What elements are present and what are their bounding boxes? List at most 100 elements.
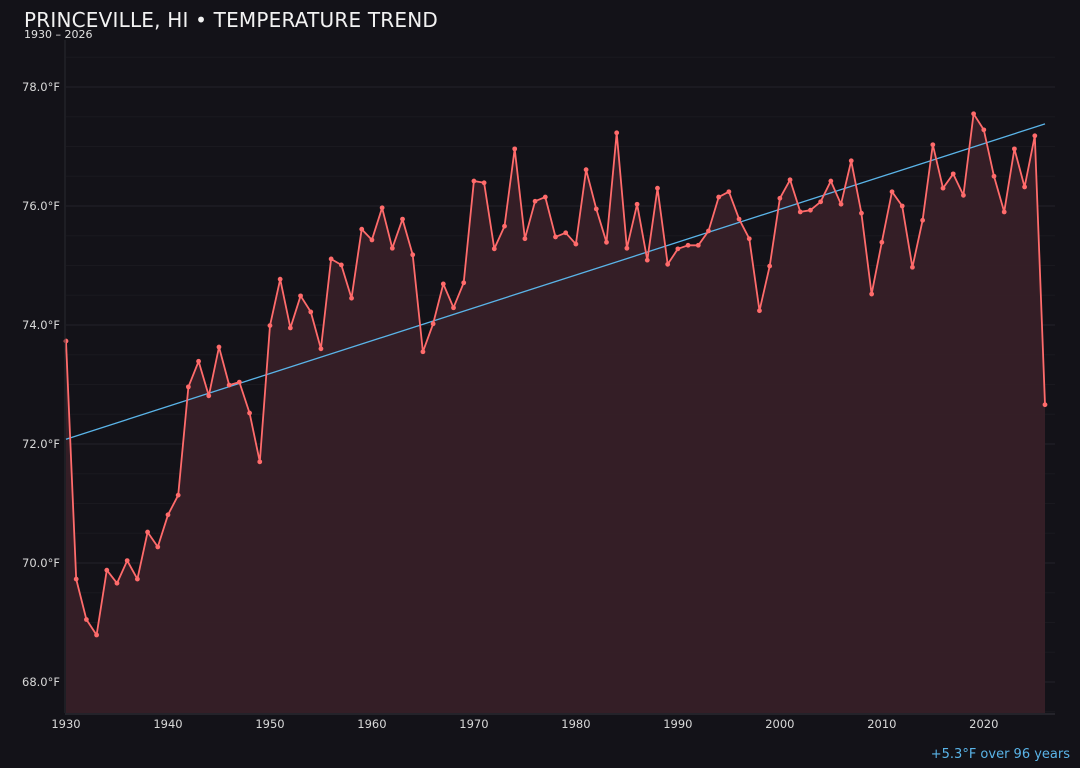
- data-point: [675, 246, 681, 252]
- y-tick-label: 78.0°F: [22, 80, 60, 94]
- data-point: [83, 617, 89, 622]
- data-point: [797, 209, 803, 215]
- data-point: [410, 252, 416, 258]
- data-point: [400, 216, 405, 222]
- chart-title: PRINCEVILLE, HI • TEMPERATURE TREND: [24, 8, 438, 32]
- data-point: [573, 241, 579, 247]
- area-fill: [66, 113, 1045, 714]
- data-point: [838, 201, 844, 207]
- data-point: [563, 230, 569, 236]
- x-tick-label: 1940: [153, 717, 182, 731]
- data-point: [644, 257, 650, 263]
- data-point: [665, 261, 671, 267]
- data-point: [389, 245, 395, 251]
- data-point: [655, 185, 660, 191]
- x-tick-label: 1930: [51, 717, 80, 731]
- data-point: [420, 349, 426, 355]
- trend-annotation: +5.3°F over 96 years: [930, 747, 1070, 762]
- chart-subtitle: 1930 – 2026: [24, 28, 93, 41]
- data-point: [63, 338, 69, 344]
- y-tick-label: 74.0°F: [22, 318, 60, 332]
- x-axis-labels: 1930 1940 1950 1960 1970 1980 1990 2000 2010 2020: [51, 717, 998, 731]
- data-point: [593, 206, 599, 212]
- data-point: [1001, 209, 1007, 215]
- data-point: [859, 210, 864, 216]
- data-point: [971, 111, 977, 117]
- data-point: [930, 142, 936, 148]
- data-point: [502, 223, 507, 229]
- data-point: [257, 459, 263, 465]
- data-point: [1022, 184, 1028, 190]
- data-point: [1032, 133, 1038, 139]
- x-tick-label: 2000: [765, 717, 794, 731]
- data-point: [1012, 146, 1017, 152]
- x-tick-label: 2020: [969, 717, 998, 731]
- data-point: [695, 242, 701, 248]
- data-point: [767, 263, 773, 269]
- data-point: [910, 264, 915, 270]
- data-point: [379, 205, 385, 211]
- data-point: [736, 216, 742, 222]
- data-point: [369, 237, 375, 243]
- data-point: [338, 262, 344, 268]
- data-point: [634, 201, 640, 207]
- data-point: [267, 323, 273, 328]
- data-point: [94, 632, 99, 638]
- data-point: [430, 321, 436, 327]
- y-axis-labels: 68.0°F 70.0°F 72.0°F 74.0°F 76.0°F 78.0°F: [22, 80, 60, 689]
- data-point: [716, 194, 722, 200]
- data-point: [461, 280, 467, 286]
- data-point: [73, 576, 79, 582]
- data-point: [318, 346, 324, 352]
- y-tick-label: 76.0°F: [22, 199, 60, 213]
- data-point: [471, 178, 477, 184]
- x-tick-label: 1960: [357, 717, 386, 731]
- data-point: [583, 167, 589, 173]
- data-point: [542, 194, 548, 200]
- temperature-line: [63, 111, 1048, 638]
- data-point: [685, 242, 691, 248]
- data-point: [889, 189, 895, 195]
- data-point: [1042, 402, 1048, 408]
- data-point: [624, 245, 630, 251]
- y-tick-label: 72.0°F: [22, 437, 60, 451]
- data-point: [950, 171, 956, 177]
- x-tick-label: 1970: [459, 717, 488, 731]
- data-point: [145, 529, 150, 535]
- data-point: [481, 180, 487, 186]
- data-point: [247, 410, 252, 416]
- data-point: [553, 234, 558, 240]
- data-point: [216, 344, 222, 350]
- x-tick-label: 1990: [663, 717, 692, 731]
- y-tick-label: 70.0°F: [22, 556, 60, 570]
- data-point: [359, 226, 365, 232]
- data-point: [308, 309, 314, 315]
- data-point: [277, 276, 283, 282]
- y-tick-label: 68.0°F: [22, 675, 60, 689]
- data-point: [879, 239, 885, 245]
- data-point: [287, 325, 293, 331]
- data-point: [165, 512, 171, 518]
- data-point: [512, 146, 518, 152]
- data-point: [124, 558, 130, 564]
- data-point: [746, 236, 752, 242]
- data-point: [848, 158, 854, 164]
- data-point: [298, 293, 303, 299]
- data-point: [808, 207, 813, 213]
- data-point: [440, 281, 446, 287]
- x-tick-label: 1950: [255, 717, 284, 731]
- data-point: [787, 177, 793, 183]
- data-point: [726, 189, 732, 195]
- data-point: [706, 228, 711, 234]
- x-tick-label: 1980: [561, 717, 590, 731]
- data-point: [614, 130, 620, 136]
- data-point: [991, 173, 997, 179]
- data-point: [104, 567, 110, 573]
- data-point: [491, 246, 497, 252]
- data-point: [757, 308, 762, 314]
- data-point: [869, 291, 875, 297]
- data-point: [818, 199, 824, 205]
- data-point: [175, 492, 181, 498]
- data-point: [349, 295, 354, 301]
